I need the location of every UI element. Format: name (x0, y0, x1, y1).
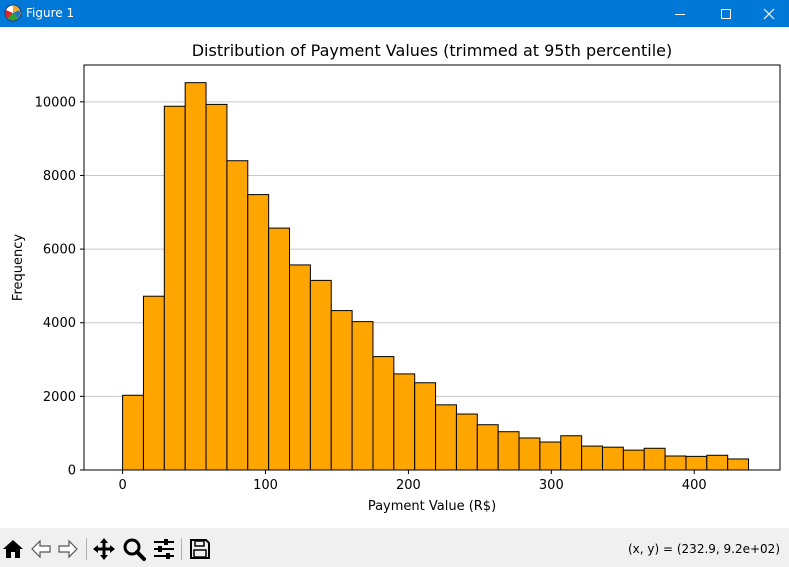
pan-button[interactable] (91, 536, 117, 562)
histogram-bar-11 (351, 321, 374, 471)
minimize-icon (675, 13, 685, 15)
y-tick-label-3: 6000 (43, 243, 76, 258)
histogram-bar-27 (685, 455, 708, 471)
histogram-bar-5 (226, 160, 249, 471)
histogram-bar-9 (309, 279, 332, 471)
navigation-toolbar: (x, y) = (232.9, 9.2e+02) (0, 528, 789, 567)
histogram-bar-15 (435, 404, 457, 471)
histogram-bar-3 (184, 82, 207, 471)
x-axis-label: Payment Value (R$) (368, 499, 496, 514)
toolbar-separator (181, 538, 182, 560)
zoom-icon (123, 538, 146, 561)
histogram-bar-24 (622, 449, 645, 471)
histogram-bar-12 (372, 356, 395, 471)
maximize-button[interactable] (703, 0, 749, 27)
close-icon (763, 8, 775, 19)
histogram-bar-16 (455, 413, 478, 471)
y-tick-label-5: 10000 (35, 95, 76, 110)
histogram-bar-7 (268, 227, 291, 471)
configure-subplots-icon (154, 539, 174, 559)
figure-canvas[interactable]: 0 100 200 300 400 0 2000 4000 6000 8000 10000 Dis… (0, 27, 789, 528)
toolbar-separator (86, 538, 87, 560)
histogram-bar-0 (122, 394, 144, 471)
histogram-chart: 0 100 200 300 400 0 2000 4000 6000 8000 10000 Dis… (11, 41, 781, 514)
histogram-bar-21 (560, 435, 583, 471)
histogram-bar-25 (643, 447, 666, 471)
back-button[interactable] (28, 536, 54, 562)
histogram-bar-29 (727, 458, 750, 471)
window-titlebar: Figure 1 (0, 0, 789, 27)
chart-title: Distribution of Payment Values (trimmed … (192, 41, 673, 60)
pan-icon (93, 538, 115, 560)
close-button[interactable] (749, 0, 789, 27)
plot-frame (83, 64, 781, 471)
histogram-bar-6 (247, 194, 270, 471)
histogram-bar-18 (497, 431, 520, 471)
histogram-bar-26 (664, 455, 687, 471)
y-tick-label-1: 2000 (43, 390, 76, 405)
zoom-button[interactable] (121, 536, 147, 562)
home-icon (3, 540, 23, 558)
histogram-bar-14 (414, 382, 437, 471)
forward-button[interactable] (55, 536, 81, 562)
x-tick-label-4: 400 (682, 478, 707, 493)
histogram-bar-19 (518, 437, 541, 471)
matplotlib-logo-icon (4, 4, 22, 22)
histogram-bar-13 (393, 373, 416, 471)
histogram-bar-22 (581, 445, 603, 471)
x-tick-label-2: 200 (396, 478, 421, 493)
histogram-bar-23 (601, 446, 624, 471)
x-axis-ticks: 0 100 200 300 400 (118, 470, 707, 493)
y-tick-label-0: 0 (68, 464, 76, 479)
histogram-bar-8 (289, 264, 311, 471)
histogram-bar-10 (330, 310, 353, 471)
cursor-coordinates: (x, y) = (232.9, 9.2e+02) (627, 542, 780, 556)
x-tick-label-0: 0 (118, 478, 126, 493)
histogram-bar-28 (706, 454, 729, 471)
save-button[interactable] (187, 536, 213, 562)
home-button[interactable] (0, 536, 26, 562)
back-arrow-icon (31, 539, 51, 559)
histogram-bar-2 (163, 105, 186, 471)
minimize-button[interactable] (657, 0, 703, 27)
window-title: Figure 1 (26, 6, 75, 20)
configure-subplots-button[interactable] (151, 536, 177, 562)
y-axis-ticks: 0 2000 4000 6000 8000 10000 (35, 95, 84, 479)
y-axis-label: Frequency (11, 234, 26, 301)
x-tick-label-3: 300 (539, 478, 564, 493)
forward-arrow-icon (58, 539, 78, 559)
save-icon (190, 539, 210, 559)
y-tick-label-4: 8000 (43, 169, 76, 184)
histogram-bars (122, 82, 750, 471)
histogram-bar-17 (476, 424, 499, 471)
histogram-bar-4 (205, 103, 228, 471)
maximize-icon (721, 8, 731, 19)
y-tick-label-2: 4000 (43, 316, 76, 331)
x-tick-label-1: 100 (253, 478, 278, 493)
histogram-bar-20 (539, 441, 562, 471)
histogram-bar-1 (142, 295, 165, 471)
